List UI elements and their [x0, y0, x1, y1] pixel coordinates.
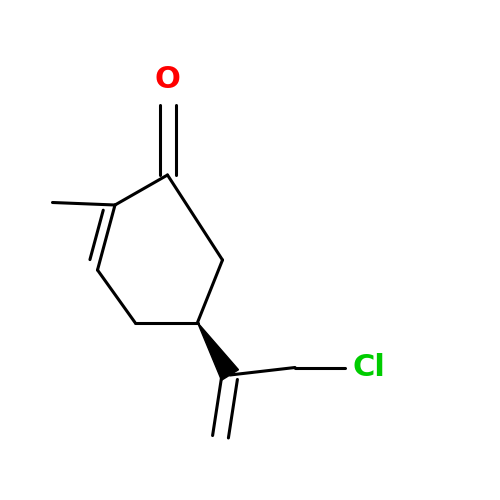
- Text: O: O: [154, 65, 180, 94]
- Polygon shape: [198, 322, 238, 380]
- Text: Cl: Cl: [352, 353, 386, 382]
